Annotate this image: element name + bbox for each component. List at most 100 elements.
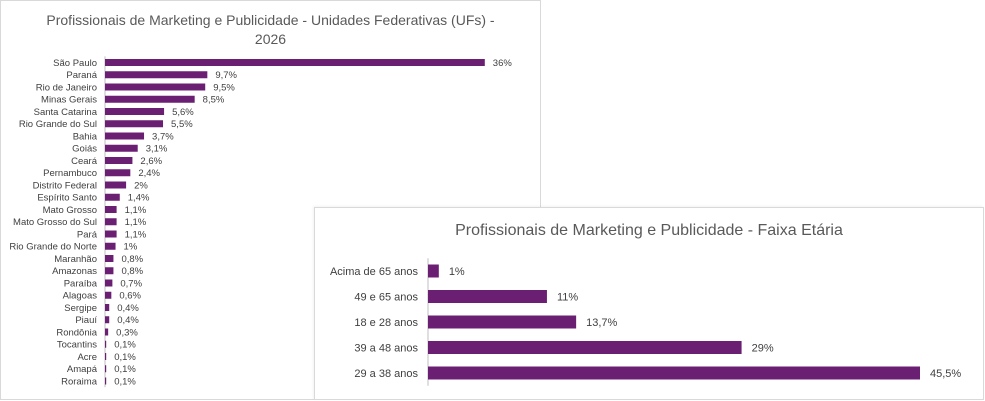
uf-bar [105, 328, 109, 336]
uf-data-label: 9,7% [215, 70, 237, 81]
uf-data-label: 0,1% [114, 376, 136, 387]
uf-category-label: Minas Gerais [41, 95, 97, 106]
uf-data-label: 0,4% [117, 303, 139, 314]
age-data-label: 29% [752, 342, 774, 354]
age-chart-panel: Profissionais de Marketing e Publicidade… [314, 207, 984, 400]
uf-category-label: Pernambuco [43, 168, 97, 179]
age-bar [428, 264, 439, 278]
uf-data-label: 2% [134, 180, 148, 191]
age-bar-chart: Acima de 65 anos 1% 49 e 65 anos 11% 18 e 28… [330, 258, 961, 386]
uf-data-label: 3,7% [152, 131, 174, 142]
uf-category-label: Santa Catarina [34, 107, 98, 118]
uf-data-label: 1,1% [125, 229, 147, 240]
uf-category-label: São Paulo [53, 58, 97, 69]
uf-bar [105, 218, 117, 226]
uf-data-label: 9,5% [213, 82, 235, 93]
uf-category-label: Paraná [66, 70, 97, 81]
uf-data-label: 0,8% [121, 254, 143, 265]
uf-bar-chart: São Paulo 36% Paraná 9,7% Rio de Janeiro 9,5%… [9, 56, 513, 387]
uf-data-label: 0,1% [114, 340, 136, 351]
uf-bar [105, 279, 113, 287]
uf-bar [105, 316, 110, 324]
uf-bar [105, 193, 120, 201]
uf-data-label: 0,4% [117, 315, 139, 326]
uf-category-label: Pará [77, 229, 98, 240]
uf-category-label: Rio de Janeiro [36, 82, 97, 93]
uf-category-label: Paraíba [64, 278, 98, 289]
uf-data-label: 5,6% [172, 107, 194, 118]
uf-category-label: Alagoas [63, 291, 98, 302]
uf-data-label: 8,5% [203, 95, 225, 106]
uf-data-label: 3,1% [146, 144, 168, 155]
uf-category-label: Ceará [71, 156, 98, 167]
age-category-label: 39 a 48 anos [354, 342, 418, 354]
uf-bar [105, 95, 195, 103]
age-data-label: 11% [557, 291, 578, 303]
uf-chart-title: Profissionais de Marketing e Publicidade… [46, 12, 495, 47]
uf-data-label: 1,4% [128, 193, 150, 204]
uf-bar [105, 157, 133, 164]
age-category-label: Acima de 65 anos [330, 266, 419, 278]
uf-data-label: 0,8% [121, 266, 143, 277]
uf-category-label: Amapá [67, 364, 98, 375]
uf-data-label: 1,1% [125, 205, 147, 216]
uf-bar [105, 304, 110, 311]
uf-bar [105, 132, 145, 140]
age-chart-title: Profissionais de Marketing e Publicidade… [455, 222, 843, 239]
age-bar [428, 290, 547, 303]
uf-category-label: Amazonas [52, 266, 97, 277]
uf-category-label: Mato Grosso do Sul [13, 217, 97, 228]
uf-bar [105, 255, 114, 262]
uf-category-label: Rio Grande do Norte [9, 242, 97, 253]
uf-data-label: 0,3% [116, 327, 138, 338]
age-bar [428, 315, 577, 329]
uf-data-label: 5,5% [171, 119, 193, 130]
uf-bar [105, 230, 117, 238]
uf-data-label: 1% [124, 242, 138, 253]
uf-bar [105, 181, 127, 189]
uf-category-label: Mato Grosso [43, 205, 97, 216]
uf-category-label: Acre [77, 352, 97, 363]
uf-data-label: 0,1% [114, 352, 136, 363]
uf-bar [105, 144, 138, 152]
uf-category-label: Piauí [75, 315, 97, 326]
uf-category-label: Sergipe [64, 303, 97, 314]
uf-data-label: 2,6% [140, 156, 162, 167]
uf-category-label: Bahia [73, 131, 98, 142]
uf-bar [105, 340, 107, 348]
uf-bar [105, 169, 131, 177]
uf-category-label: Espírito Santo [37, 193, 97, 204]
uf-bar [105, 353, 107, 360]
age-data-label: 45,5% [930, 368, 961, 380]
uf-bar [105, 120, 164, 128]
uf-data-label: 0,6% [119, 291, 141, 302]
uf-bar [105, 108, 165, 115]
uf-bar [105, 377, 107, 385]
uf-bar [105, 291, 112, 299]
uf-data-label: 1,1% [125, 217, 147, 228]
uf-bar [105, 59, 485, 66]
uf-data-label: 0,1% [114, 364, 136, 375]
uf-category-label: Tocantins [57, 340, 97, 351]
uf-data-label: 0,7% [120, 278, 142, 289]
age-category-label: 18 e 28 anos [354, 317, 418, 329]
uf-category-label: Roraima [61, 376, 98, 387]
age-bar [428, 366, 920, 380]
uf-bar [105, 71, 208, 79]
uf-category-label: Distrito Federal [33, 180, 97, 191]
age-data-label: 13,7% [586, 317, 617, 329]
age-category-label: 29 a 38 anos [354, 368, 418, 380]
uf-bar [105, 206, 117, 213]
age-category-label: 49 e 65 anos [354, 291, 418, 303]
uf-category-label: Rio Grande do Sul [19, 119, 97, 130]
age-data-label: 1% [449, 266, 465, 278]
uf-data-label: 36% [493, 58, 513, 69]
age-bar [428, 341, 742, 354]
uf-bar [105, 83, 206, 91]
uf-bar [105, 365, 107, 373]
uf-bar [105, 242, 116, 250]
uf-chart-panel: Profissionais de Marketing e Publicidade… [0, 0, 541, 400]
uf-category-label: Maranhão [54, 254, 97, 265]
uf-category-label: Goiás [72, 144, 97, 155]
uf-category-label: Rondônia [56, 327, 97, 338]
